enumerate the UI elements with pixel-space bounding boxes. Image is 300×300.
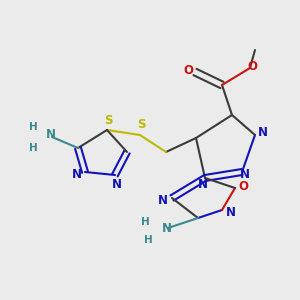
Text: N: N xyxy=(226,206,236,220)
Text: H: H xyxy=(141,217,149,227)
Text: O: O xyxy=(247,61,257,74)
Text: O: O xyxy=(238,179,248,193)
Text: N: N xyxy=(162,223,172,236)
Text: N: N xyxy=(258,127,268,140)
Text: N: N xyxy=(112,178,122,190)
Text: N: N xyxy=(198,178,208,190)
Text: H: H xyxy=(28,143,38,153)
Text: N: N xyxy=(46,128,56,140)
Text: S: S xyxy=(137,118,145,131)
Text: H: H xyxy=(28,122,38,132)
Text: N: N xyxy=(72,169,82,182)
Text: N: N xyxy=(240,169,250,182)
Text: H: H xyxy=(144,235,152,245)
Text: O: O xyxy=(183,64,193,77)
Text: N: N xyxy=(158,194,168,208)
Text: S: S xyxy=(104,113,112,127)
